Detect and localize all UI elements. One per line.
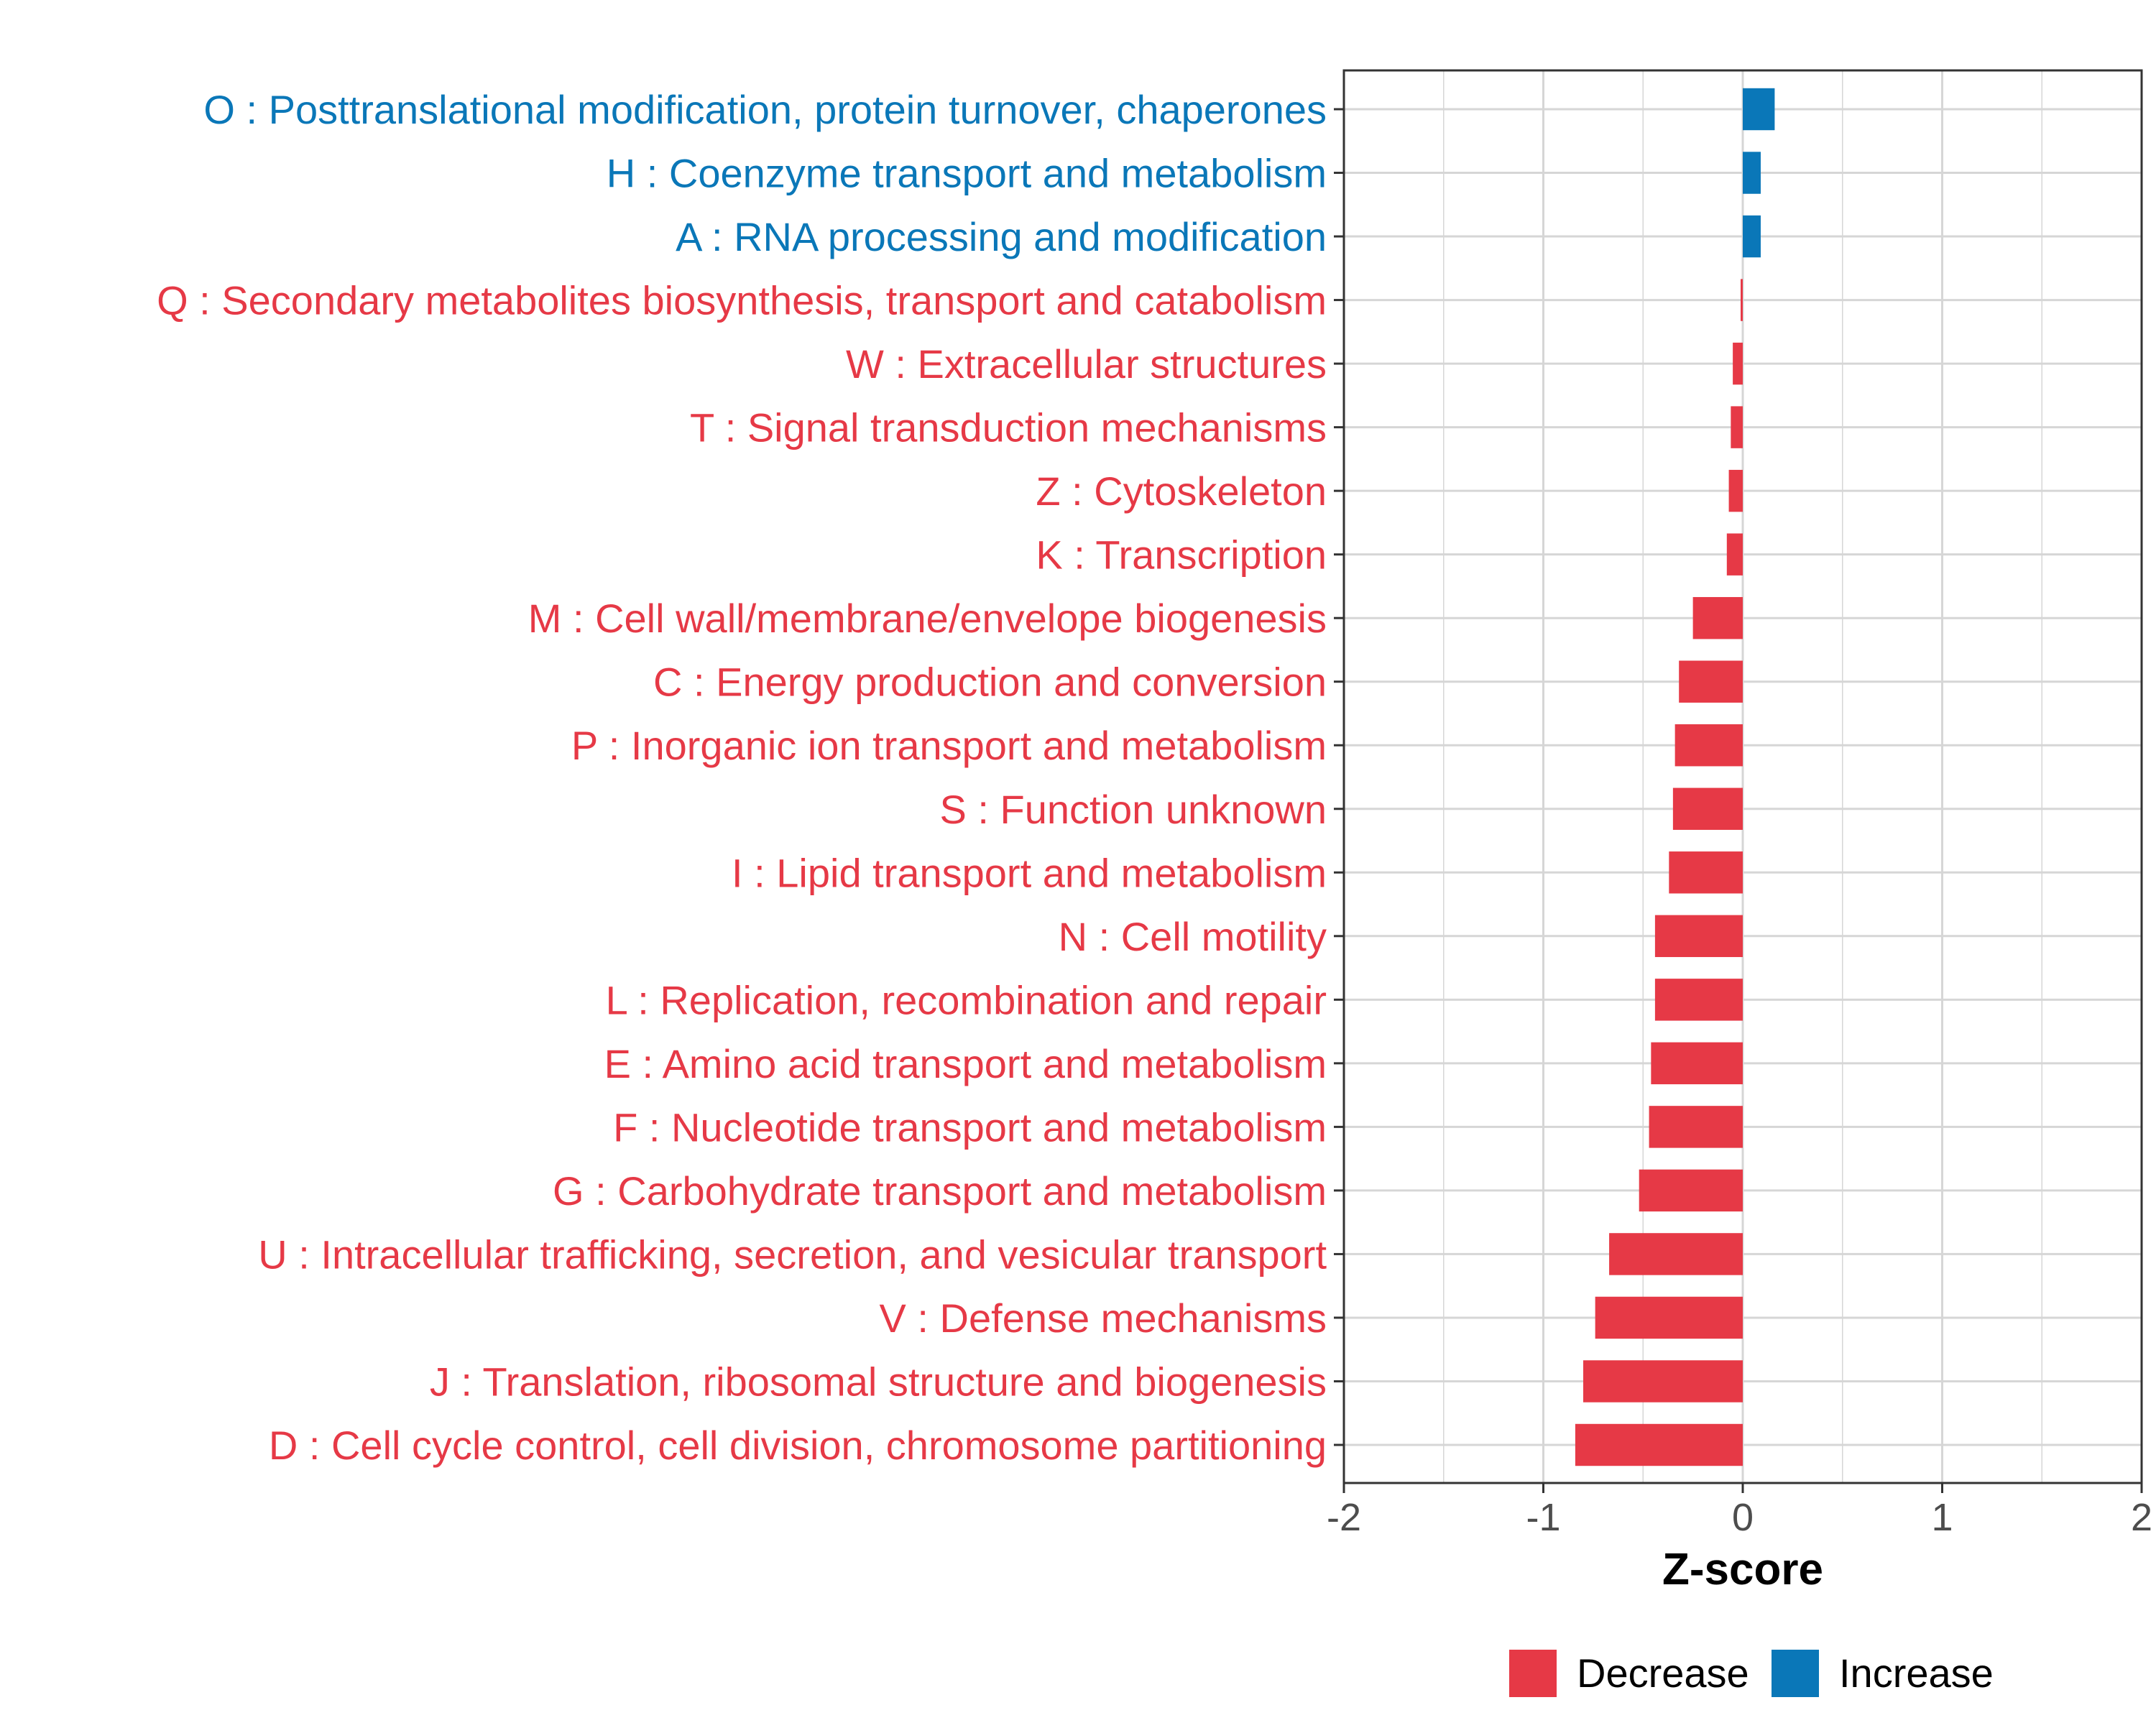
x-axis-title: Z-score	[1662, 1545, 1823, 1594]
bar-d	[1575, 1423, 1743, 1466]
x-tick-label: 2	[2131, 1496, 2152, 1539]
y-tick-label: F : Nucleotide transport and metabolism	[613, 1104, 1327, 1150]
y-tick-label: W : Extracellular structures	[846, 341, 1327, 387]
bar-v	[1595, 1296, 1743, 1339]
bar-h	[1743, 152, 1761, 194]
y-tick-label: N : Cell motility	[1059, 914, 1327, 959]
y-tick-label: L : Replication, recombination and repai…	[606, 977, 1327, 1022]
bar-k	[1726, 533, 1743, 576]
bar-n	[1654, 915, 1743, 958]
x-tick-label: -1	[1526, 1496, 1560, 1539]
bar-o	[1743, 88, 1775, 131]
bar-m	[1692, 596, 1743, 639]
y-tick-label: T : Signal transduction mechanisms	[690, 405, 1327, 451]
y-tick-label: I : Lipid transport and metabolism	[732, 850, 1327, 895]
y-tick-label: E : Amino acid transport and metabolism	[604, 1041, 1327, 1086]
y-tick-label: Q : Secondary metabolites biosynthesis, …	[157, 278, 1327, 323]
y-tick-label: Z : Cytoskeleton	[1036, 468, 1327, 514]
bar-l	[1654, 979, 1743, 1021]
legend: Decrease Increase	[1509, 1650, 1994, 1697]
bar-p	[1674, 724, 1743, 767]
bar-t	[1731, 406, 1743, 448]
y-axis: O : Posttranslational modification, prot…	[157, 87, 1344, 1468]
bar-z	[1728, 469, 1743, 512]
bar-j	[1583, 1360, 1743, 1403]
y-tick-label: O : Posttranslational modification, prot…	[203, 87, 1327, 132]
y-tick-label: M : Cell wall/membrane/envelope biogenes…	[528, 596, 1327, 641]
x-axis: -2 -1 0 1 2	[1327, 1483, 2152, 1539]
bar-c	[1679, 660, 1743, 703]
x-tick-label: 0	[1732, 1496, 1754, 1539]
bar-e	[1651, 1042, 1743, 1085]
y-tick-label: G : Carbohydrate transport and metabolis…	[553, 1168, 1327, 1214]
y-tick-label: K : Transcription	[1036, 532, 1327, 578]
y-tick-label: D : Cell cycle control, cell division, c…	[269, 1423, 1327, 1468]
y-tick-label: S : Function unknown	[939, 787, 1327, 832]
bar-u	[1609, 1233, 1743, 1275]
y-tick-label: J : Translation, ribosomal structure and…	[430, 1359, 1327, 1404]
bar-f	[1649, 1106, 1743, 1148]
bar-a	[1743, 215, 1761, 258]
legend-swatch-increase	[1772, 1650, 1819, 1697]
y-tick-label: A : RNA processing and modification	[676, 214, 1327, 259]
bar-layer	[1575, 88, 1775, 1466]
bar-s	[1672, 787, 1743, 830]
bar-w	[1733, 342, 1743, 385]
legend-label-decrease: Decrease	[1577, 1650, 1749, 1696]
y-tick-label: H : Coenzyme transport and metabolism	[607, 151, 1327, 196]
x-tick-label: -2	[1327, 1496, 1361, 1539]
x-tick-label: 1	[1931, 1496, 1953, 1539]
bar-i	[1669, 851, 1743, 894]
legend-label-increase: Increase	[1839, 1650, 1994, 1696]
bar-q	[1741, 279, 1743, 321]
y-tick-label: U : Intracellular trafficking, secretion…	[258, 1232, 1327, 1277]
legend-swatch-decrease	[1509, 1650, 1557, 1697]
y-tick-label: C : Energy production and conversion	[653, 660, 1327, 705]
y-tick-label: P : Inorganic ion transport and metaboli…	[571, 723, 1327, 768]
y-tick-label: V : Defense mechanisms	[880, 1295, 1327, 1341]
bar-g	[1639, 1169, 1743, 1212]
